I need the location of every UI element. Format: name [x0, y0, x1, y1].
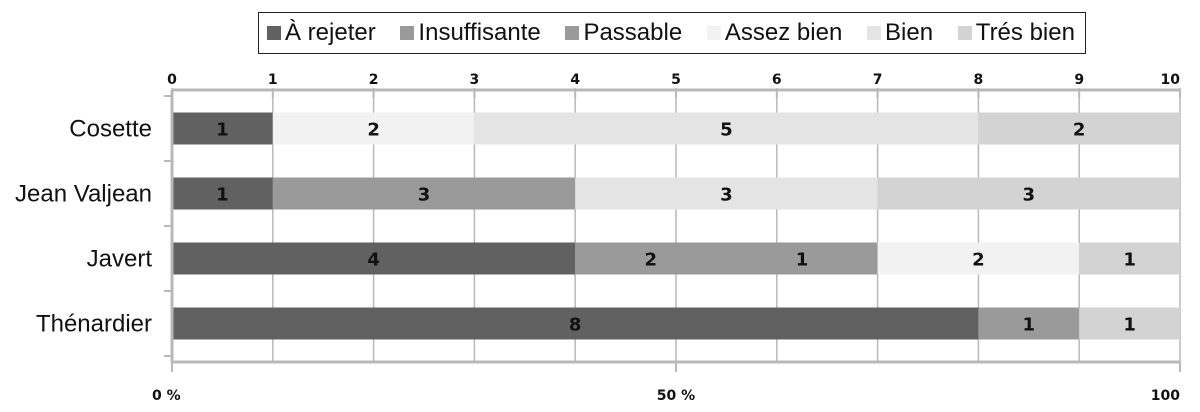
- data-label: 1: [1123, 315, 1136, 336]
- category-label: Javert: [87, 246, 153, 273]
- bar-segment: [172, 307, 979, 340]
- top-tick-label: 9: [1074, 72, 1084, 88]
- data-label: 1: [216, 185, 229, 206]
- legend-swatch: [400, 26, 415, 40]
- bar-segment: [877, 177, 1180, 210]
- data-label: 3: [1023, 185, 1036, 206]
- top-tick-label: 4: [570, 72, 580, 88]
- data-label: 4: [367, 250, 380, 271]
- bars: [172, 112, 1180, 340]
- legend-label: Assez bien: [724, 19, 843, 46]
- legend: À rejeter Insuffisante Passable Assez bien B…: [258, 12, 1086, 54]
- data-label: 2: [645, 250, 658, 271]
- data-label: 2: [1073, 120, 1086, 141]
- legend-label: Passable: [583, 19, 683, 46]
- bar-segment: [1079, 307, 1180, 340]
- bar-segment: [172, 177, 273, 210]
- top-tick-label: 8: [974, 72, 984, 88]
- bar-segment: [172, 112, 273, 145]
- top-tick-label: 0: [167, 72, 177, 88]
- data-label: 1: [216, 120, 229, 141]
- legend-swatch: [267, 26, 281, 40]
- top-tick-label: 2: [369, 72, 379, 88]
- legend-label: Bien: [885, 19, 934, 46]
- legend-label: À rejeter: [285, 19, 376, 46]
- data-label: 1: [1123, 250, 1136, 271]
- axes: 0 1 2 3 4 5 6 7 8 9 10 0 % 50 % 100: [152, 72, 1181, 404]
- legend-item: Trés bien: [957, 19, 1075, 47]
- category-label: Thénardier: [36, 311, 152, 338]
- bar-segment: [575, 177, 878, 210]
- legend-item: Passable: [565, 19, 682, 47]
- top-tick-label: 7: [873, 72, 883, 88]
- legend-swatch: [957, 26, 972, 40]
- bar-segment: [575, 242, 878, 275]
- top-tick-label: 6: [772, 72, 782, 88]
- data-label: 1: [796, 250, 809, 271]
- bar-segment: [172, 242, 576, 275]
- legend-item: À rejeter: [267, 19, 376, 47]
- legend-item: Bien: [867, 19, 933, 47]
- legend-swatch: [565, 26, 580, 40]
- bottom-tick-label: 0 %: [152, 388, 181, 404]
- category-label: Cosette: [69, 116, 152, 143]
- bar-segment: [877, 242, 1080, 275]
- data-label: 5: [720, 120, 733, 141]
- top-tick-label: 3: [470, 72, 480, 88]
- data-label: 1: [1023, 315, 1036, 336]
- legend-item: Assez bien: [706, 19, 843, 47]
- bar-segment: [272, 177, 576, 210]
- legend-label: Trés bien: [975, 19, 1075, 46]
- data-label: 3: [720, 185, 733, 206]
- bar-segment: [978, 112, 1180, 145]
- legend-item: Insuffisante: [400, 19, 541, 47]
- bottom-tick-label: 50 %: [657, 388, 695, 404]
- bar-segment: [474, 112, 979, 145]
- bottom-tick-label: 100: [1151, 388, 1180, 404]
- data-label: 3: [418, 185, 431, 206]
- bar-segment: [1079, 242, 1180, 275]
- segment-labels: 1 2 5 2 1 3 3 3 4 2 1 2 1 8 1 1: [216, 120, 1136, 336]
- category-labels: Cosette Jean Valjean Javert Thénardier: [15, 116, 152, 338]
- top-tick-label: 5: [671, 72, 681, 88]
- bar-segment: [272, 112, 475, 145]
- legend-swatch: [706, 26, 721, 40]
- top-tick-label: 1: [268, 72, 278, 88]
- bar-segment: [978, 307, 1080, 340]
- data-label: 8: [569, 315, 582, 336]
- data-label: 2: [972, 250, 985, 271]
- top-tick-label: 10: [1161, 72, 1181, 88]
- category-label: Jean Valjean: [15, 181, 152, 208]
- legend-swatch: [867, 26, 882, 40]
- legend-label: Insuffisante: [418, 19, 541, 46]
- data-label: 2: [367, 120, 380, 141]
